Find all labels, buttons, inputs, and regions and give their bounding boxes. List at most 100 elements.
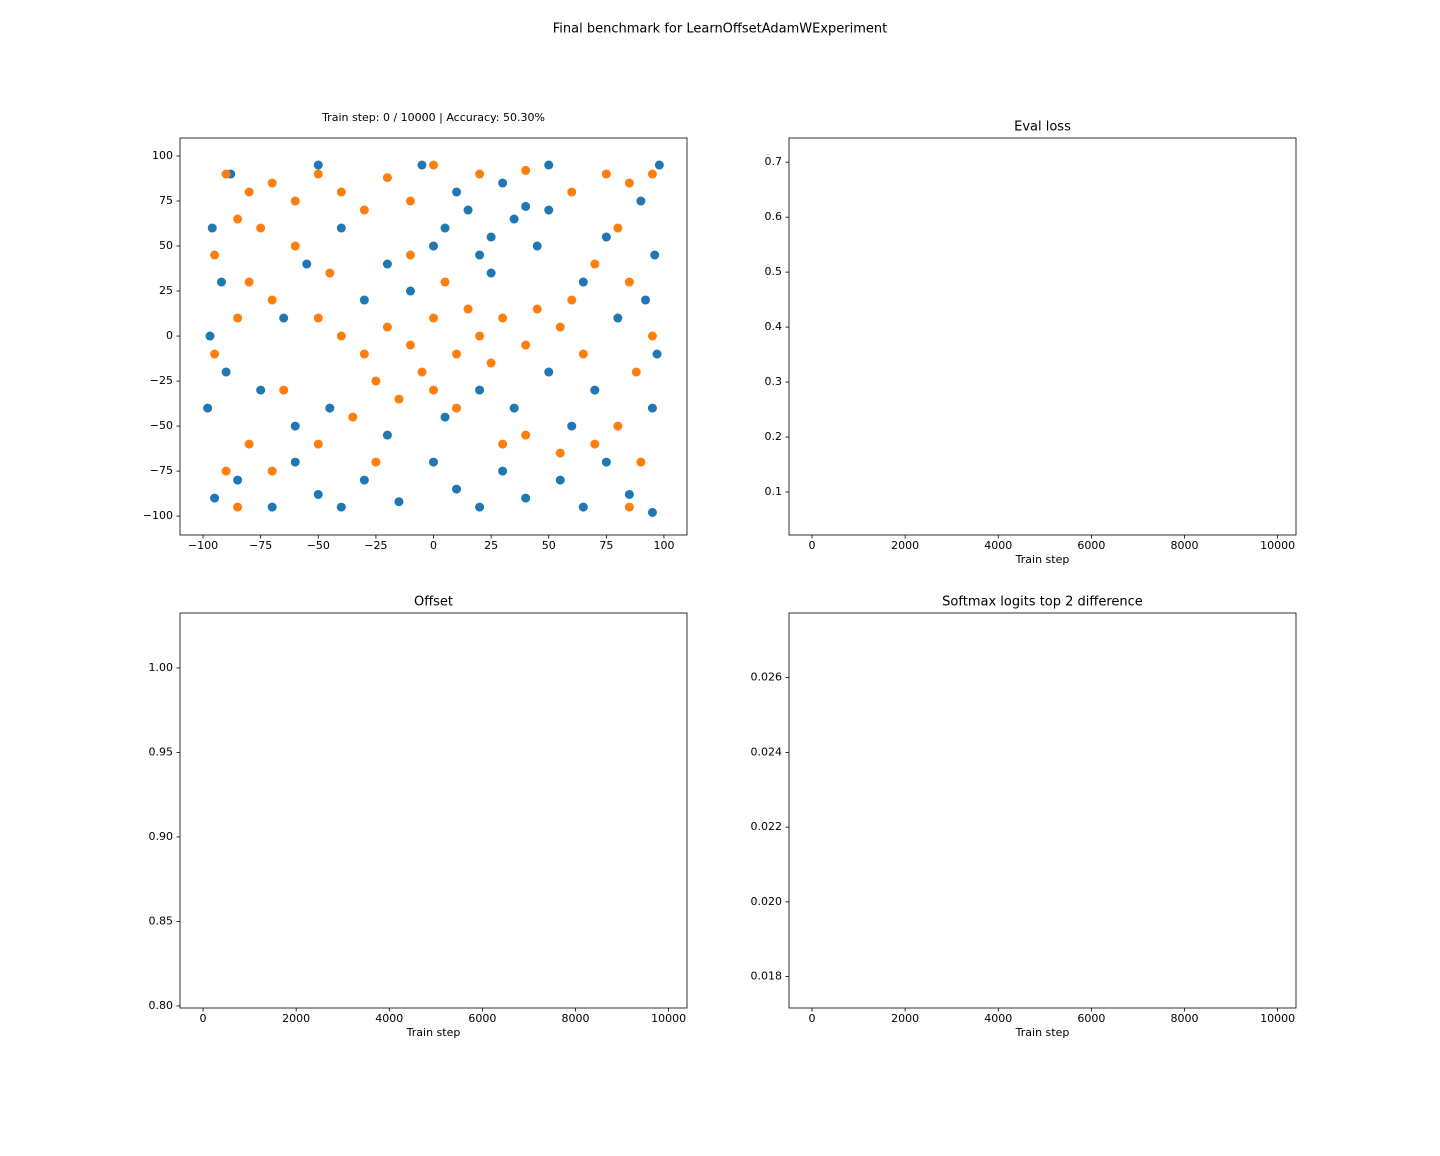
point <box>405 286 415 296</box>
point <box>336 223 346 233</box>
point <box>382 259 392 269</box>
point <box>417 160 427 170</box>
point <box>590 385 600 395</box>
axes-frame <box>788 137 1297 536</box>
point <box>555 322 565 332</box>
x-axis-label: Train step <box>1015 1026 1070 1039</box>
x-tick-label: 25 <box>484 539 498 552</box>
point <box>302 259 312 269</box>
x-tick-label: 4000 <box>375 1012 403 1025</box>
figure-title: Final benchmark for LearnOffsetAdamWExpe… <box>553 22 888 37</box>
point <box>567 295 577 305</box>
point <box>654 160 664 170</box>
point <box>578 349 588 359</box>
point <box>647 169 657 179</box>
x-tick-label: 10000 <box>1260 1012 1295 1025</box>
point <box>359 295 369 305</box>
point <box>207 223 217 233</box>
y-tick-label: 0.1 <box>765 485 783 498</box>
plot-area <box>789 613 1296 1008</box>
x-tick-label: 8000 <box>1170 1012 1198 1025</box>
y-tick-label: −75 <box>150 464 173 477</box>
point <box>429 457 438 467</box>
point <box>624 178 634 188</box>
point <box>452 403 462 413</box>
point <box>624 502 634 512</box>
x-tick-label: 2000 <box>282 1012 310 1025</box>
point <box>647 331 657 341</box>
y-tick-label: −50 <box>150 419 173 432</box>
point <box>631 367 641 377</box>
point <box>555 448 565 458</box>
point <box>624 277 634 287</box>
y-tick-label: 100 <box>152 149 173 162</box>
point <box>578 502 588 512</box>
point <box>336 187 346 197</box>
y-tick-label: 50 <box>159 239 173 252</box>
point <box>452 349 462 359</box>
point <box>313 160 323 170</box>
point <box>440 412 450 422</box>
x-tick-label: 4000 <box>984 1012 1012 1025</box>
point <box>417 367 427 377</box>
point <box>405 340 415 350</box>
point <box>636 457 646 467</box>
point <box>544 367 554 377</box>
point <box>405 250 415 260</box>
x-tick-label: 6000 <box>468 1012 496 1025</box>
y-tick-label: 75 <box>159 194 173 207</box>
y-tick-label: 0.80 <box>149 999 174 1012</box>
point <box>267 466 277 476</box>
y-tick-label: 0.85 <box>149 914 174 927</box>
point <box>325 403 335 413</box>
x-tick-label: 6000 <box>1077 539 1105 552</box>
x-tick-label: 100 <box>653 539 674 552</box>
point <box>624 489 634 499</box>
point <box>636 196 646 206</box>
x-tick-label: −100 <box>188 539 218 552</box>
point <box>613 223 623 233</box>
point <box>216 277 226 287</box>
point <box>440 277 450 287</box>
point <box>452 484 462 494</box>
point <box>313 169 323 179</box>
point <box>336 331 346 341</box>
x-tick-label: 75 <box>599 539 613 552</box>
point <box>475 502 485 512</box>
point <box>233 313 243 323</box>
y-tick-label: 0.7 <box>765 155 783 168</box>
point <box>498 466 508 476</box>
axes-title: Softmax logits top 2 difference <box>942 595 1143 610</box>
y-tick-label: 0.2 <box>765 430 783 443</box>
point <box>532 241 542 251</box>
point <box>233 214 243 224</box>
x-tick-label: 8000 <box>561 1012 589 1025</box>
x-tick-label: 0 <box>809 539 816 552</box>
point <box>463 205 473 215</box>
point <box>210 349 220 359</box>
y-tick-label: 0 <box>166 329 173 342</box>
point <box>221 367 231 377</box>
point <box>601 232 611 242</box>
point <box>429 160 438 170</box>
point <box>498 439 508 449</box>
point <box>382 173 392 183</box>
point <box>567 421 577 431</box>
point <box>578 277 588 287</box>
point <box>475 250 485 260</box>
y-tick-label: 0.024 <box>751 745 783 758</box>
y-tick-label: −25 <box>150 374 173 387</box>
x-tick-label: 0 <box>200 1012 207 1025</box>
point <box>244 187 254 197</box>
point <box>590 439 600 449</box>
point <box>452 187 462 197</box>
x-tick-label: 6000 <box>1077 1012 1105 1025</box>
y-tick-label: 0.90 <box>149 830 174 843</box>
x-tick-label: 2000 <box>891 1012 919 1025</box>
axes-frame <box>788 612 1297 1009</box>
y-tick-label: 0.018 <box>751 970 783 983</box>
point <box>382 322 392 332</box>
point <box>509 214 519 224</box>
point <box>279 313 289 323</box>
point <box>544 205 554 215</box>
